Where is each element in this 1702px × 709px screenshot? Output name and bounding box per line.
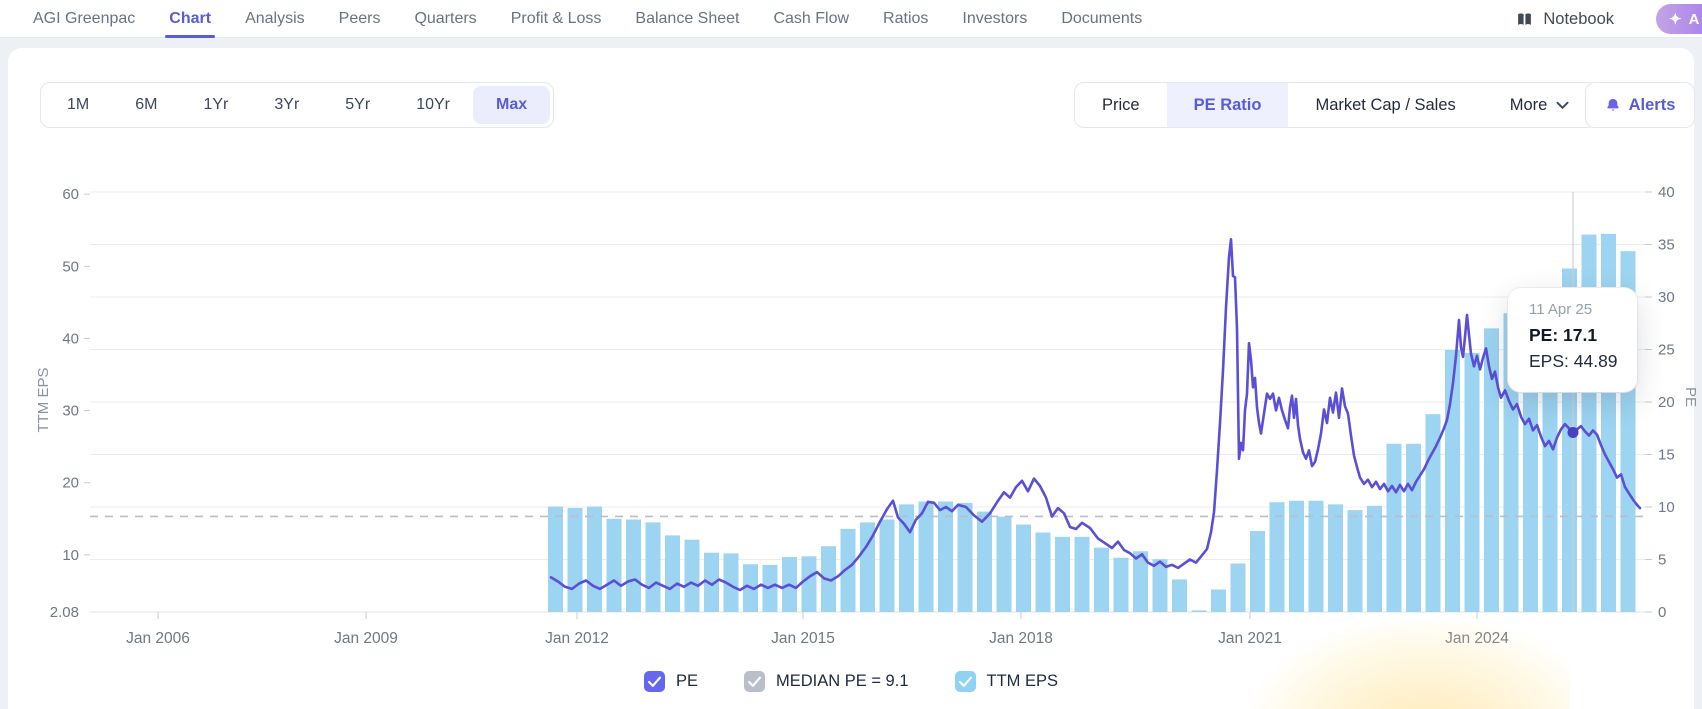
- more-button[interactable]: More: [1483, 83, 1597, 127]
- tooltip-date: 11 Apr 25: [1529, 301, 1593, 318]
- check-icon: [747, 676, 761, 687]
- nav-tab-chart[interactable]: Chart: [165, 0, 215, 38]
- tooltip-pe-value: PE: 17.1: [1529, 325, 1598, 345]
- legend-checkbox-median-pe-[interactable]: [743, 671, 765, 692]
- nav-tab-peers[interactable]: Peers: [338, 9, 381, 27]
- legend-item-ttm-eps: TTM EPS: [954, 671, 1059, 692]
- range-button-5yr[interactable]: 5Yr: [345, 96, 371, 113]
- legend-item-median-pe-: MEDIAN PE = 9.1: [743, 671, 909, 692]
- chart-card: [8, 48, 1694, 709]
- time-range-group: 1M 6M 1Yr 3Yr 5Yr 10Yr Max: [40, 82, 555, 128]
- nav-tab-profit-loss[interactable]: Profit & Loss: [510, 9, 602, 27]
- nav-tab-ratios[interactable]: Ratios: [883, 9, 929, 27]
- legend-checkbox-ttm-eps[interactable]: [954, 671, 976, 692]
- chevron-down-icon: [1556, 101, 1569, 109]
- alerts-label: Alerts: [1628, 95, 1676, 114]
- notebook-icon: [1518, 12, 1532, 25]
- view-button-price[interactable]: Price: [1102, 96, 1140, 114]
- ai-button-label: A: [1688, 10, 1700, 28]
- view-button-pe-ratio[interactable]: PE Ratio: [1166, 83, 1289, 127]
- tooltip-eps-value: EPS: 44.89: [1529, 351, 1618, 371]
- legend-label: TTM EPS: [986, 672, 1059, 690]
- nav-tab-investors[interactable]: Investors: [962, 9, 1028, 27]
- nav-tab-analysis[interactable]: Analysis: [245, 9, 305, 27]
- check-icon: [958, 676, 972, 687]
- nav-right-section: Notebook: [1515, 0, 1702, 38]
- legend-checkbox-pe[interactable]: [643, 671, 665, 692]
- range-button-1yr[interactable]: 1Yr: [203, 96, 229, 113]
- nav-tab-quarters[interactable]: Quarters: [414, 9, 477, 27]
- legend-label: PE: [675, 672, 698, 690]
- notebook-label: Notebook: [1543, 9, 1614, 28]
- legend-item-pe: PE: [643, 671, 698, 692]
- bell-icon: [1606, 98, 1619, 111]
- top-navigation: AGI Greenpac Chart Analysis Peers Quarters Pr…: [0, 0, 1702, 38]
- legend-label: MEDIAN PE = 9.1: [775, 672, 909, 690]
- view-button-market-cap-sales[interactable]: Market Cap / Sales: [1315, 96, 1456, 114]
- chart-view-group: Price PE Ratio Market Cap / Sales More: [1074, 82, 1598, 128]
- nav-tab-cash-flow[interactable]: Cash Flow: [773, 9, 850, 27]
- chart-legend: PE MEDIAN PE = 9.1 TTM EPS: [0, 671, 1702, 692]
- ai-assistant-button[interactable]: ✦ A: [1656, 4, 1702, 34]
- check-icon: [647, 676, 661, 687]
- notebook-button[interactable]: Notebook: [1515, 10, 1614, 29]
- alerts-button[interactable]: Alerts: [1585, 82, 1695, 128]
- chart-tooltip: 11 Apr 25 PE: 17.1 EPS: 44.89: [1508, 288, 1637, 392]
- range-button-6m[interactable]: 6M: [135, 96, 158, 113]
- nav-tab-documents[interactable]: Documents: [1061, 9, 1143, 27]
- nav-tab-balance-sheet[interactable]: Balance Sheet: [635, 9, 740, 27]
- sparkle-icon: ✦: [1669, 11, 1682, 28]
- range-button-max[interactable]: Max: [472, 86, 551, 124]
- range-button-3yr[interactable]: 3Yr: [274, 96, 300, 113]
- more-label: More: [1509, 96, 1548, 114]
- range-button-1m[interactable]: 1M: [67, 96, 90, 113]
- range-button-10yr[interactable]: 10Yr: [416, 96, 450, 113]
- nav-tab-agi-greenpac[interactable]: AGI Greenpac: [33, 9, 136, 27]
